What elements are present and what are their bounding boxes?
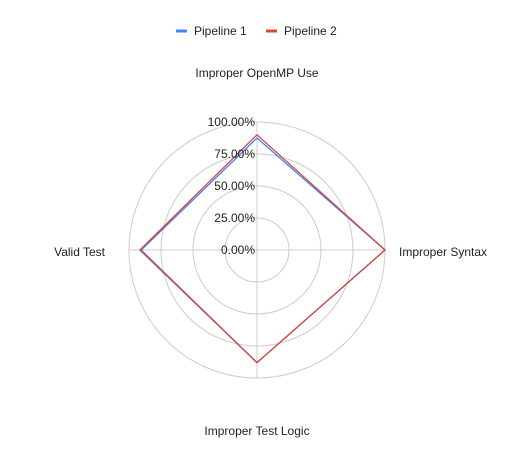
series-layer	[138, 133, 386, 364]
axis-label-2: Improper Syntax	[399, 245, 487, 259]
radar-grid	[128, 121, 386, 379]
tick-label-3: 75.00%	[214, 147, 255, 161]
legend-label-1[interactable]: Pipeline 1	[194, 24, 247, 38]
axis-label-4: Valid Test	[54, 245, 106, 259]
legend: Pipeline 1 Pipeline 2	[176, 24, 337, 38]
series-polygon-2[interactable]	[138, 133, 386, 364]
axis-label-3: Improper Test Logic	[204, 424, 309, 438]
tick-labels: 0.00% 25.00% 50.00% 75.00% 100.00%	[208, 115, 256, 257]
tick-label-4: 100.00%	[208, 115, 256, 129]
axis-label-1: Improper OpenMP Use	[195, 66, 318, 80]
legend-label-2[interactable]: Pipeline 2	[284, 24, 337, 38]
tick-label-1: 25.00%	[214, 211, 255, 225]
tick-label-2: 50.00%	[214, 179, 255, 193]
axis-labels: Improper OpenMP Use Improper Syntax Improp…	[54, 66, 487, 438]
tick-label-0: 0.00%	[221, 243, 255, 257]
